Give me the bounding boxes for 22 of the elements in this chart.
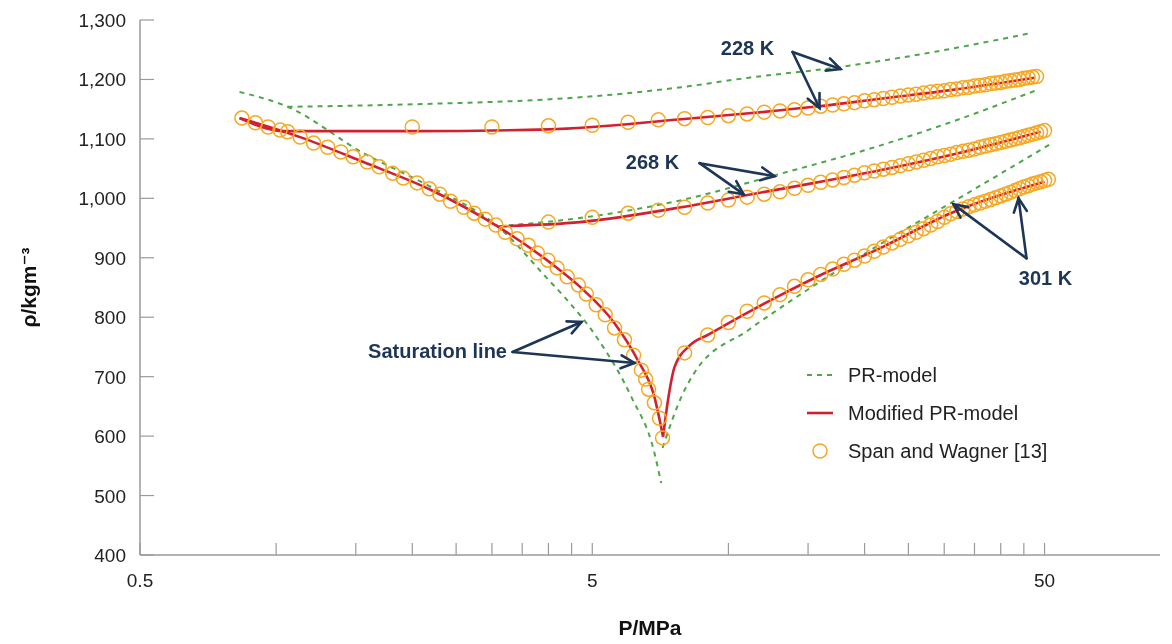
x-tick-label: 50 [1033,570,1056,591]
x-tick-label: 5 [586,570,598,591]
y-tick-label: 600 [94,426,126,448]
annotation: 268 K [625,151,680,174]
annotation: 228 K [720,36,775,59]
y-tick-label: 1,100 [78,128,126,150]
y-tick-label: 500 [94,485,126,507]
legend-label: Span and Wagner [13] [848,440,1048,462]
y-tick-label: 1,200 [78,69,126,91]
x-axis-title: P/MPa [618,616,682,639]
y-tick-label: 1,300 [78,10,126,31]
legend-label: PR-model [848,364,937,386]
annotation: 301 K [1018,267,1073,290]
y-axis-title: ρ/kgm⁻³ [17,247,40,328]
legend-label: Modified PR-model [848,402,1019,424]
y-tick-label: 900 [94,247,126,269]
y-tick-label: 800 [94,307,126,329]
y-tick-label: 400 [94,545,126,566]
x-tick-label: 0.5 [126,570,154,591]
annotation: Saturation line [368,339,507,362]
y-tick-label: 1,000 [78,188,126,210]
y-tick-label: 700 [94,366,126,388]
